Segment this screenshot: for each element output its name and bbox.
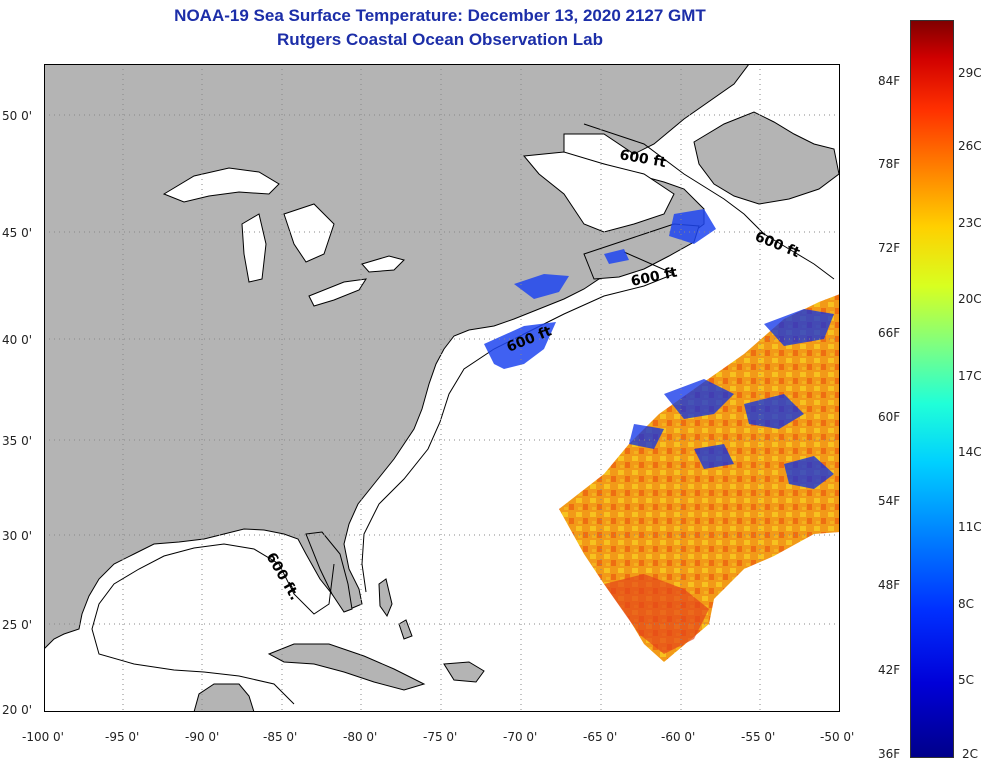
colorbar-label-f-66: 66F	[878, 326, 901, 340]
shelf-contour	[91, 123, 835, 705]
lon-label-75: -75 0'	[423, 730, 458, 744]
colorbar-label-f-78: 78F	[878, 157, 901, 171]
gulf-of-st-lawrence	[523, 151, 675, 233]
lake-huron	[283, 203, 335, 263]
lat-label-50: 50 0'	[2, 109, 33, 123]
colorbar-label-f-60: 60F	[878, 410, 901, 424]
lake-ontario	[361, 255, 405, 273]
lon-label-60: -60 0'	[661, 730, 696, 744]
lon-label-55: -55 0'	[741, 730, 776, 744]
map-subtitle: Rutgers Coastal Ocean Observation Lab	[277, 30, 603, 49]
cuba-land	[267, 643, 426, 691]
yucatan-land	[193, 683, 255, 712]
florida-peninsula	[305, 531, 353, 613]
lat-label-20: 20 0'	[2, 703, 33, 717]
colorbar-label-f-84: 84F	[878, 74, 901, 88]
lat-label-35: 35 0'	[2, 434, 33, 448]
lon-label-100: -100 0'	[22, 730, 64, 744]
lon-label-50: -50 0'	[820, 730, 855, 744]
map-panel[interactable]: 600 ft 600 ft 600 ft 600 ft 600 ft.	[44, 64, 840, 712]
hispaniola-land	[443, 661, 485, 683]
map-title: NOAA-19 Sea Surface Temperature: Decembe…	[174, 6, 706, 25]
colorbar-label-c-5: 5C	[958, 673, 975, 687]
colorbar-label-c-11: 11C	[958, 520, 982, 534]
lake-superior	[162, 167, 280, 203]
colorbar-label-c-8: 8C	[958, 597, 975, 611]
lon-label-90: -90 0'	[185, 730, 220, 744]
lon-label-65: -65 0'	[583, 730, 618, 744]
lon-label-80: -80 0'	[343, 730, 378, 744]
sst-cold-patch	[629, 309, 834, 489]
lon-label-70: -70 0'	[503, 730, 538, 744]
sst-gulf-of-maine-patch	[484, 209, 716, 369]
colorbar-label-f-54: 54F	[878, 494, 901, 508]
colorbar-label-f-48: 48F	[878, 578, 901, 592]
lake-erie	[308, 278, 368, 307]
colorbar-label-f-72: 72F	[878, 241, 901, 255]
colorbar	[910, 20, 954, 758]
lake-michigan	[241, 213, 267, 283]
graticule	[44, 64, 840, 712]
sst-warm-patch	[604, 574, 709, 654]
lon-label-85: -85 0'	[263, 730, 298, 744]
sst-coverage-swath	[559, 294, 840, 662]
map-frame	[44, 64, 840, 712]
colorbar-label-f-42: 42F	[878, 663, 901, 677]
map-svg[interactable]: 600 ft 600 ft 600 ft 600 ft 600 ft.	[44, 64, 840, 712]
colorbar-label-c-29: 29C	[958, 66, 982, 80]
colorbar-label-c-17: 17C	[958, 369, 982, 383]
colorbar-label-f-36: 36F	[878, 747, 901, 761]
colorbar-label-c-2: 2C	[962, 747, 979, 761]
colorbar-label-c-20: 20C	[958, 292, 982, 306]
lon-label-95: -95 0'	[105, 730, 140, 744]
colorbar-label-c-14: 14C	[958, 445, 982, 459]
lat-label-45: 45 0'	[2, 226, 33, 240]
colorbar-label-c-26: 26C	[958, 139, 982, 153]
bahamas-land	[378, 578, 413, 640]
lat-label-30: 30 0'	[2, 529, 33, 543]
lat-label-40: 40 0'	[2, 333, 33, 347]
colorbar-label-c-23: 23C	[958, 216, 982, 230]
lat-label-25: 25 0'	[2, 618, 33, 632]
